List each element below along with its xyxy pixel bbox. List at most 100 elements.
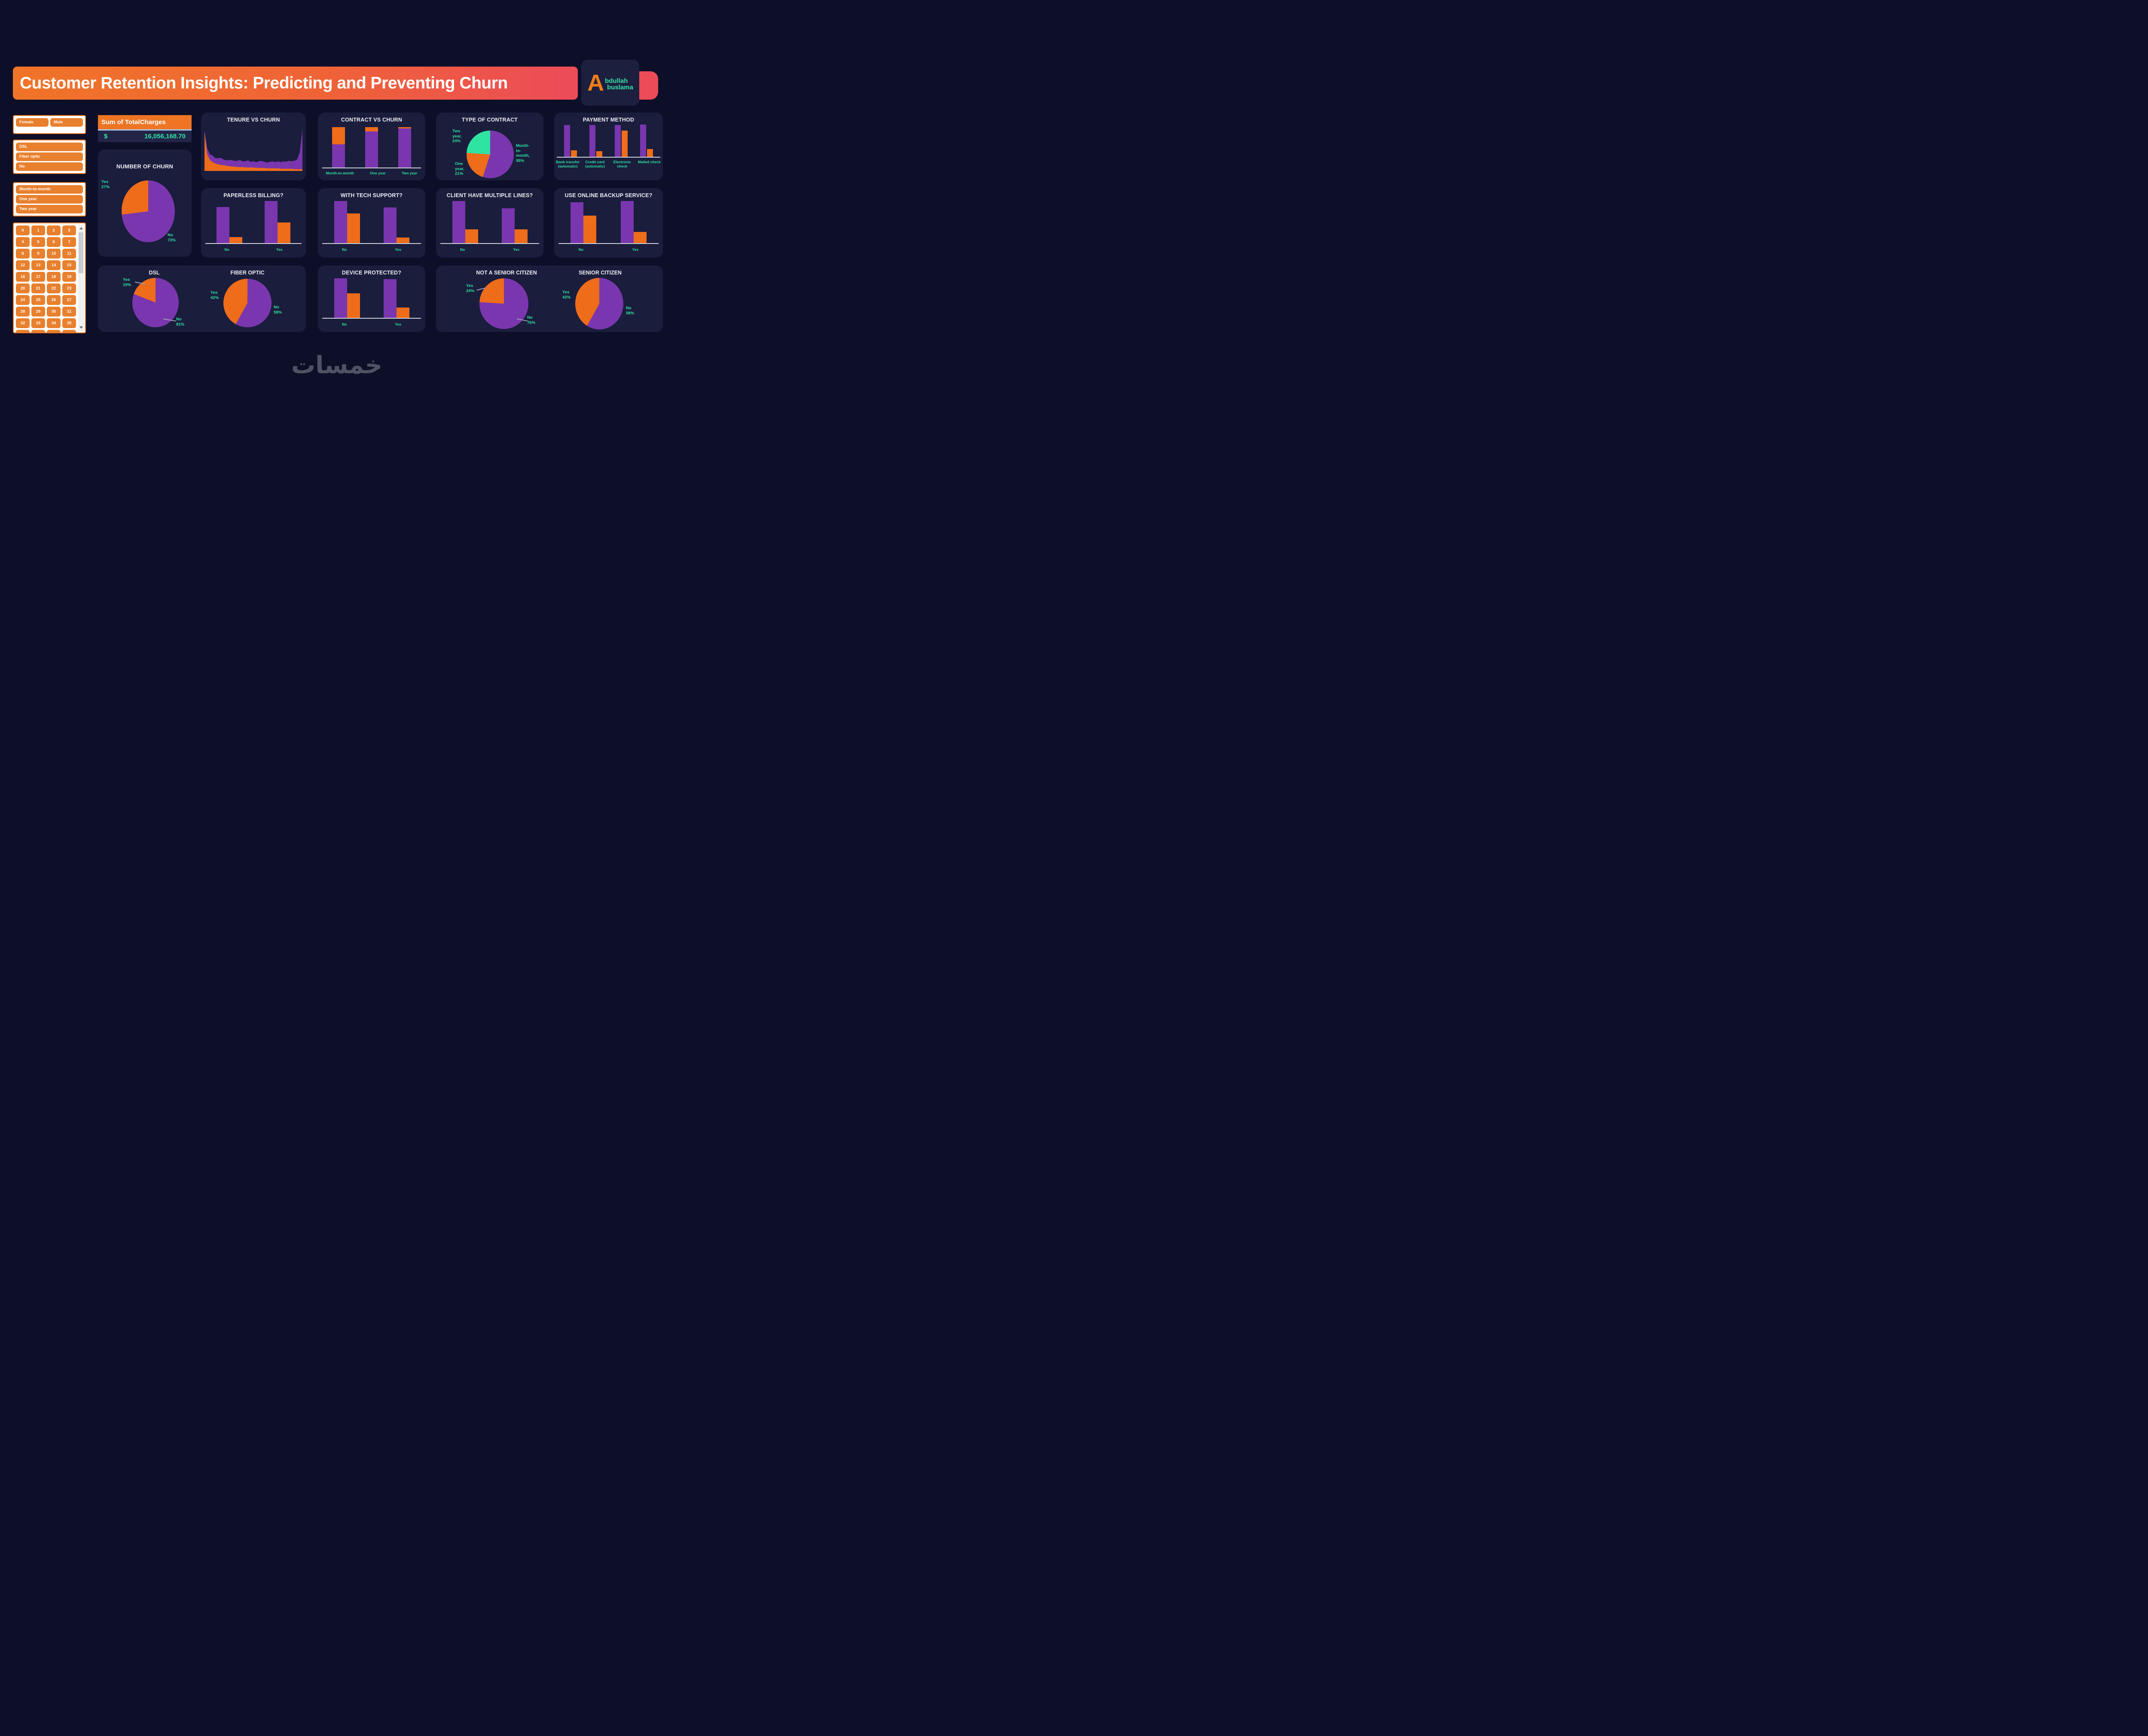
pie-dsl[interactable]	[132, 278, 179, 327]
slicer-option-gender[interactable]: Male	[50, 118, 83, 127]
bar-yes[interactable]	[347, 293, 360, 318]
tenure-number[interactable]: 34	[47, 318, 61, 328]
slicer-option-internet[interactable]: DSL	[16, 143, 83, 151]
bar-no[interactable]	[571, 202, 584, 243]
bar-yes[interactable]	[396, 308, 409, 318]
tenure-number[interactable]: 2	[47, 225, 61, 235]
tenure-number[interactable]: 37	[31, 330, 45, 332]
tenure-number[interactable]: 9	[31, 249, 45, 259]
tenure-number[interactable]: 21	[31, 283, 45, 293]
bar-no[interactable]	[398, 128, 411, 168]
bar-yes[interactable]	[396, 238, 409, 243]
scroll-up-icon[interactable]	[79, 227, 83, 229]
tenure-number[interactable]: 24	[16, 295, 30, 305]
tenure-number[interactable]: 38	[47, 330, 61, 332]
pie-not-senior[interactable]	[479, 278, 528, 329]
bar-yes[interactable]	[332, 127, 345, 145]
area-plot[interactable]	[204, 127, 302, 171]
bar-no[interactable]	[365, 131, 378, 168]
bar-no[interactable]	[334, 278, 347, 318]
bar-yes[interactable]	[622, 130, 628, 157]
pie-senior[interactable]	[575, 278, 623, 329]
bar-plot	[322, 127, 421, 168]
bar-yes[interactable]	[647, 149, 653, 157]
bar-no[interactable]	[452, 201, 465, 243]
tenure-number[interactable]: 4	[16, 237, 30, 247]
slicer-option-contract[interactable]: Two year	[16, 205, 83, 213]
area-churn-yes[interactable]	[204, 132, 302, 171]
bar-no[interactable]	[334, 201, 347, 243]
slicer-option-gender[interactable]: Female	[16, 118, 49, 127]
slicer-option-internet[interactable]: Fiber optic	[16, 152, 83, 161]
bar-no[interactable]	[640, 125, 647, 157]
area-churn-no[interactable]	[204, 129, 302, 171]
tenure-number[interactable]: 32	[16, 318, 30, 328]
bar-yes[interactable]	[571, 150, 577, 157]
bar-no[interactable]	[615, 125, 621, 157]
tenure-number[interactable]: 36	[16, 330, 30, 332]
pie-number-of-churn[interactable]	[122, 180, 175, 242]
tenure-number[interactable]: 18	[47, 272, 61, 282]
tenure-number[interactable]: 11	[62, 249, 76, 259]
tenure-number[interactable]: 1	[31, 225, 45, 235]
tenure-number[interactable]: 13	[31, 260, 45, 270]
tenure-number[interactable]: 22	[47, 283, 61, 293]
tenure-number[interactable]: 20	[16, 283, 30, 293]
scroll-down-icon[interactable]	[79, 326, 83, 329]
tenure-number[interactable]: 0	[16, 225, 30, 235]
bar-no[interactable]	[620, 201, 634, 243]
tenure-number[interactable]: 8	[16, 249, 30, 259]
slicer-option-contract[interactable]: Month-to-month	[16, 185, 83, 194]
tenure-number[interactable]: 16	[16, 272, 30, 282]
bar-yes[interactable]	[583, 216, 597, 243]
scrollbar[interactable]	[78, 225, 84, 331]
tenure-number[interactable]: 26	[47, 295, 61, 305]
tenure-number[interactable]: 23	[62, 283, 76, 293]
bar-yes[interactable]	[365, 127, 378, 132]
tenure-number[interactable]: 29	[31, 307, 45, 317]
bar-no[interactable]	[217, 207, 229, 243]
tenure-number[interactable]: 12	[16, 260, 30, 270]
tenure-number[interactable]: 27	[62, 295, 76, 305]
bar-no[interactable]	[332, 144, 345, 168]
slicer-option-contract[interactable]: One year	[16, 195, 83, 204]
bar-no[interactable]	[589, 125, 595, 157]
bar-yes[interactable]	[465, 229, 478, 243]
bar-yes[interactable]	[514, 229, 528, 243]
bar-yes[interactable]	[278, 222, 290, 243]
tenure-number[interactable]: 15	[62, 260, 76, 270]
tenure-number[interactable]: 35	[62, 318, 76, 328]
tenure-number[interactable]: 25	[31, 295, 45, 305]
bar-yes[interactable]	[633, 231, 647, 243]
tenure-number[interactable]: 28	[16, 307, 30, 317]
pie-type-of-contract[interactable]	[467, 131, 514, 178]
tenure-number[interactable]: 14	[47, 260, 61, 270]
chart-title: CONTRACT VS CHURN	[341, 117, 403, 123]
bar-yes[interactable]	[347, 213, 360, 243]
pie-fiber-optic[interactable]	[223, 279, 272, 327]
x-axis	[205, 243, 302, 244]
tenure-number[interactable]: 30	[47, 307, 61, 317]
x-axis	[558, 243, 659, 244]
tenure-number[interactable]: 17	[31, 272, 45, 282]
bar-yes[interactable]	[398, 127, 411, 128]
tenure-number[interactable]: 6	[47, 237, 61, 247]
bar-no[interactable]	[383, 207, 397, 243]
bar-yes[interactable]	[229, 237, 242, 243]
category-label: Yes	[276, 247, 283, 252]
bar-yes[interactable]	[596, 151, 602, 157]
slicer-option-internet[interactable]: No	[16, 162, 83, 171]
bar-no[interactable]	[564, 125, 570, 157]
tenure-number[interactable]: 7	[62, 237, 76, 247]
tenure-number[interactable]: 3	[62, 225, 76, 235]
bar-no[interactable]	[265, 201, 278, 243]
bar-no[interactable]	[383, 279, 397, 318]
tenure-number[interactable]: 5	[31, 237, 45, 247]
tenure-number[interactable]: 10	[47, 249, 61, 259]
tenure-number[interactable]: 39	[62, 330, 76, 332]
tenure-number[interactable]: 19	[62, 272, 76, 282]
bar-no[interactable]	[501, 208, 515, 243]
scrollbar-thumb[interactable]	[79, 232, 83, 273]
tenure-number[interactable]: 33	[31, 318, 45, 328]
tenure-number[interactable]: 31	[62, 307, 76, 317]
